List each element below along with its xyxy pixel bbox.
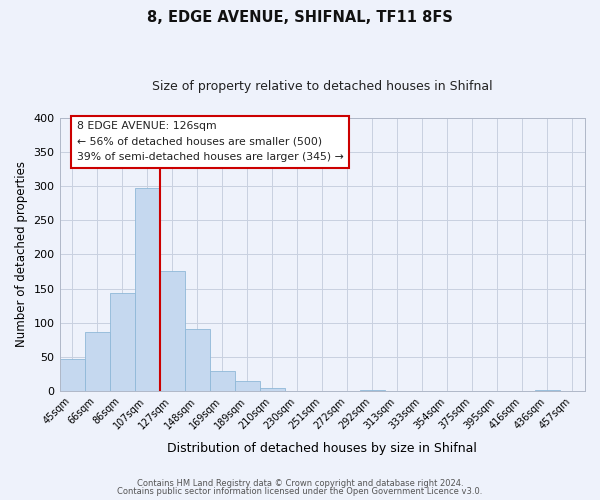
X-axis label: Distribution of detached houses by size in Shifnal: Distribution of detached houses by size … bbox=[167, 442, 477, 455]
Bar bbox=[360, 390, 385, 391]
Title: Size of property relative to detached houses in Shifnal: Size of property relative to detached ho… bbox=[152, 80, 493, 93]
Bar bbox=[535, 390, 560, 391]
Bar bbox=[209, 370, 235, 391]
Bar bbox=[160, 272, 185, 391]
Bar bbox=[260, 388, 285, 391]
Text: Contains public sector information licensed under the Open Government Licence v3: Contains public sector information licen… bbox=[118, 487, 482, 496]
Text: Contains HM Land Registry data © Crown copyright and database right 2024.: Contains HM Land Registry data © Crown c… bbox=[137, 478, 463, 488]
Bar bbox=[85, 332, 110, 391]
Bar bbox=[185, 329, 209, 391]
Bar bbox=[110, 292, 134, 391]
Text: 8 EDGE AVENUE: 126sqm
← 56% of detached houses are smaller (500)
39% of semi-det: 8 EDGE AVENUE: 126sqm ← 56% of detached … bbox=[77, 121, 343, 162]
Text: 8, EDGE AVENUE, SHIFNAL, TF11 8FS: 8, EDGE AVENUE, SHIFNAL, TF11 8FS bbox=[147, 10, 453, 25]
Bar bbox=[59, 359, 85, 391]
Y-axis label: Number of detached properties: Number of detached properties bbox=[15, 162, 28, 348]
Bar bbox=[134, 188, 160, 391]
Bar bbox=[235, 382, 260, 391]
